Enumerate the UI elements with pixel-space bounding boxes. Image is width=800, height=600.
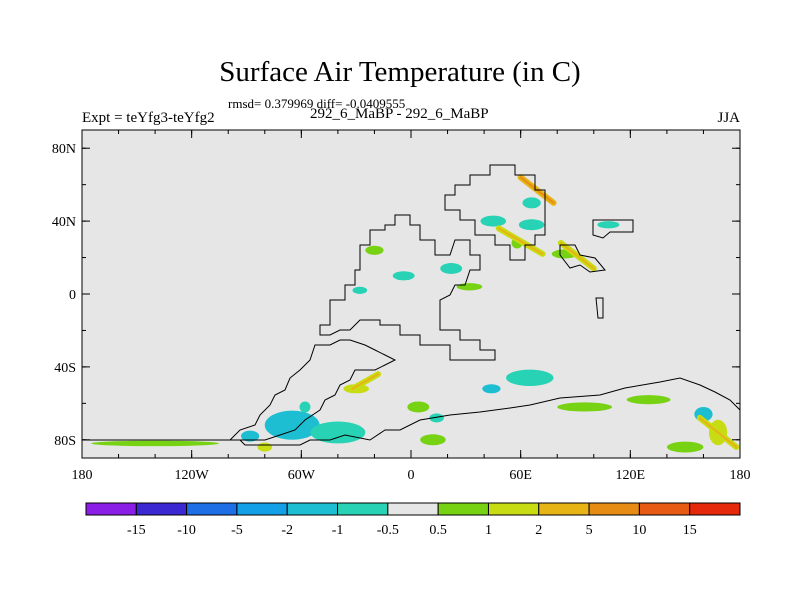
anomaly-patch <box>626 395 671 405</box>
y-tick-label: 80N <box>52 142 76 157</box>
anomaly-patch <box>365 245 384 255</box>
x-tick-label: 120E <box>616 468 646 483</box>
colorbar-swatch <box>85 502 137 516</box>
colorbar-swatch <box>286 502 339 516</box>
colorbar-swatch <box>638 502 691 516</box>
anomaly-patch <box>310 421 366 444</box>
anomaly-band-core <box>559 241 595 270</box>
colorbar-swatch <box>437 502 489 516</box>
season-label: JJA <box>717 110 740 126</box>
x-tick-label: 180 <box>72 468 93 483</box>
y-tick-label: 80S <box>54 434 76 449</box>
coastline-island <box>595 297 604 319</box>
anomaly-patch <box>557 402 613 412</box>
coastline-eurasia <box>559 244 606 273</box>
anomaly-patch <box>518 219 545 231</box>
colorbar-label: -5 <box>231 523 243 538</box>
chart-title: Surface Air Temperature (in C) <box>219 56 581 88</box>
colorbar-swatch <box>186 502 238 516</box>
colorbar-label: 0.5 <box>429 523 447 538</box>
colorbar-swatch <box>236 502 288 516</box>
anomaly-patch <box>420 434 446 446</box>
anomaly-patch <box>352 286 368 294</box>
anomaly-patch <box>522 197 541 209</box>
colorbar-label: 10 <box>632 523 646 538</box>
coastline-asia <box>592 219 634 239</box>
coastline-antarctica <box>82 377 740 446</box>
anomaly-patch <box>480 215 507 227</box>
colorbar-label: 15 <box>683 523 697 538</box>
anomaly-patch <box>429 413 444 423</box>
stats-subtitle: rmsd= 0.379969 diff= -0.0409555 <box>228 96 406 111</box>
anomaly-patch <box>482 384 501 394</box>
coastline-south-america <box>228 339 397 441</box>
anomaly-field <box>91 174 740 453</box>
x-tick-label: 0 <box>408 468 415 483</box>
x-tick-label: 60W <box>288 468 316 483</box>
colorbar-swatch <box>487 502 540 516</box>
anomaly-patch <box>299 401 311 413</box>
x-axis: 180 120W 60W 0 60E 120E 180 <box>72 130 751 483</box>
anomaly-patch <box>264 410 320 440</box>
coastlines <box>82 164 740 446</box>
case-label: 292_6_MaBP - 292_6_MaBP <box>310 106 489 122</box>
anomaly-patch <box>407 401 430 413</box>
anomaly-patch <box>241 430 260 442</box>
anomaly-band-core <box>698 416 738 449</box>
coastline-north-america <box>319 214 496 361</box>
anomaly-patch <box>257 442 273 452</box>
anomaly-patch <box>456 283 483 291</box>
anomaly-patch <box>91 440 220 447</box>
experiment-label: Expt = teYfg3-teYfg2 <box>82 110 215 126</box>
colorbar: -15 -10 -5 -2 -1 -0.5 0.5 1 2 5 10 15 <box>85 502 741 538</box>
y-tick-label: 0 <box>69 288 76 303</box>
x-tick-label: 60E <box>509 468 532 483</box>
x-tick-label: 120W <box>175 468 210 483</box>
colorbar-label: -1 <box>332 523 344 538</box>
anomaly-patch <box>597 221 620 229</box>
colorbar-swatch <box>387 502 439 516</box>
anomaly-band-core <box>497 227 544 255</box>
colorbar-swatch <box>135 502 188 516</box>
colorbar-label: -0.5 <box>377 523 399 538</box>
anomaly-band-core <box>351 373 380 390</box>
colorbar-label: -10 <box>177 523 196 538</box>
colorbar-swatch <box>337 502 389 516</box>
anomaly-patch <box>392 271 415 281</box>
y-tick-label: 40N <box>52 215 76 230</box>
colorbar-swatch <box>538 502 590 516</box>
colorbar-label: -15 <box>127 523 146 538</box>
colorbar-label: -2 <box>281 523 293 538</box>
anomaly-patch <box>506 369 554 387</box>
anomaly-patch <box>666 441 704 453</box>
coastline-greenland <box>444 164 546 261</box>
colorbar-label: 2 <box>535 523 542 538</box>
x-tick-label: 180 <box>730 468 751 483</box>
anomaly-patch <box>440 263 463 274</box>
colorbar-swatch <box>689 502 741 516</box>
colorbar-swatch <box>588 502 640 516</box>
y-tick-label: 40S <box>54 361 76 376</box>
colorbar-label: 1 <box>485 523 492 538</box>
y-axis: 80N 40N 0 40S 80S <box>52 142 740 449</box>
colorbar-label: 5 <box>586 523 593 538</box>
